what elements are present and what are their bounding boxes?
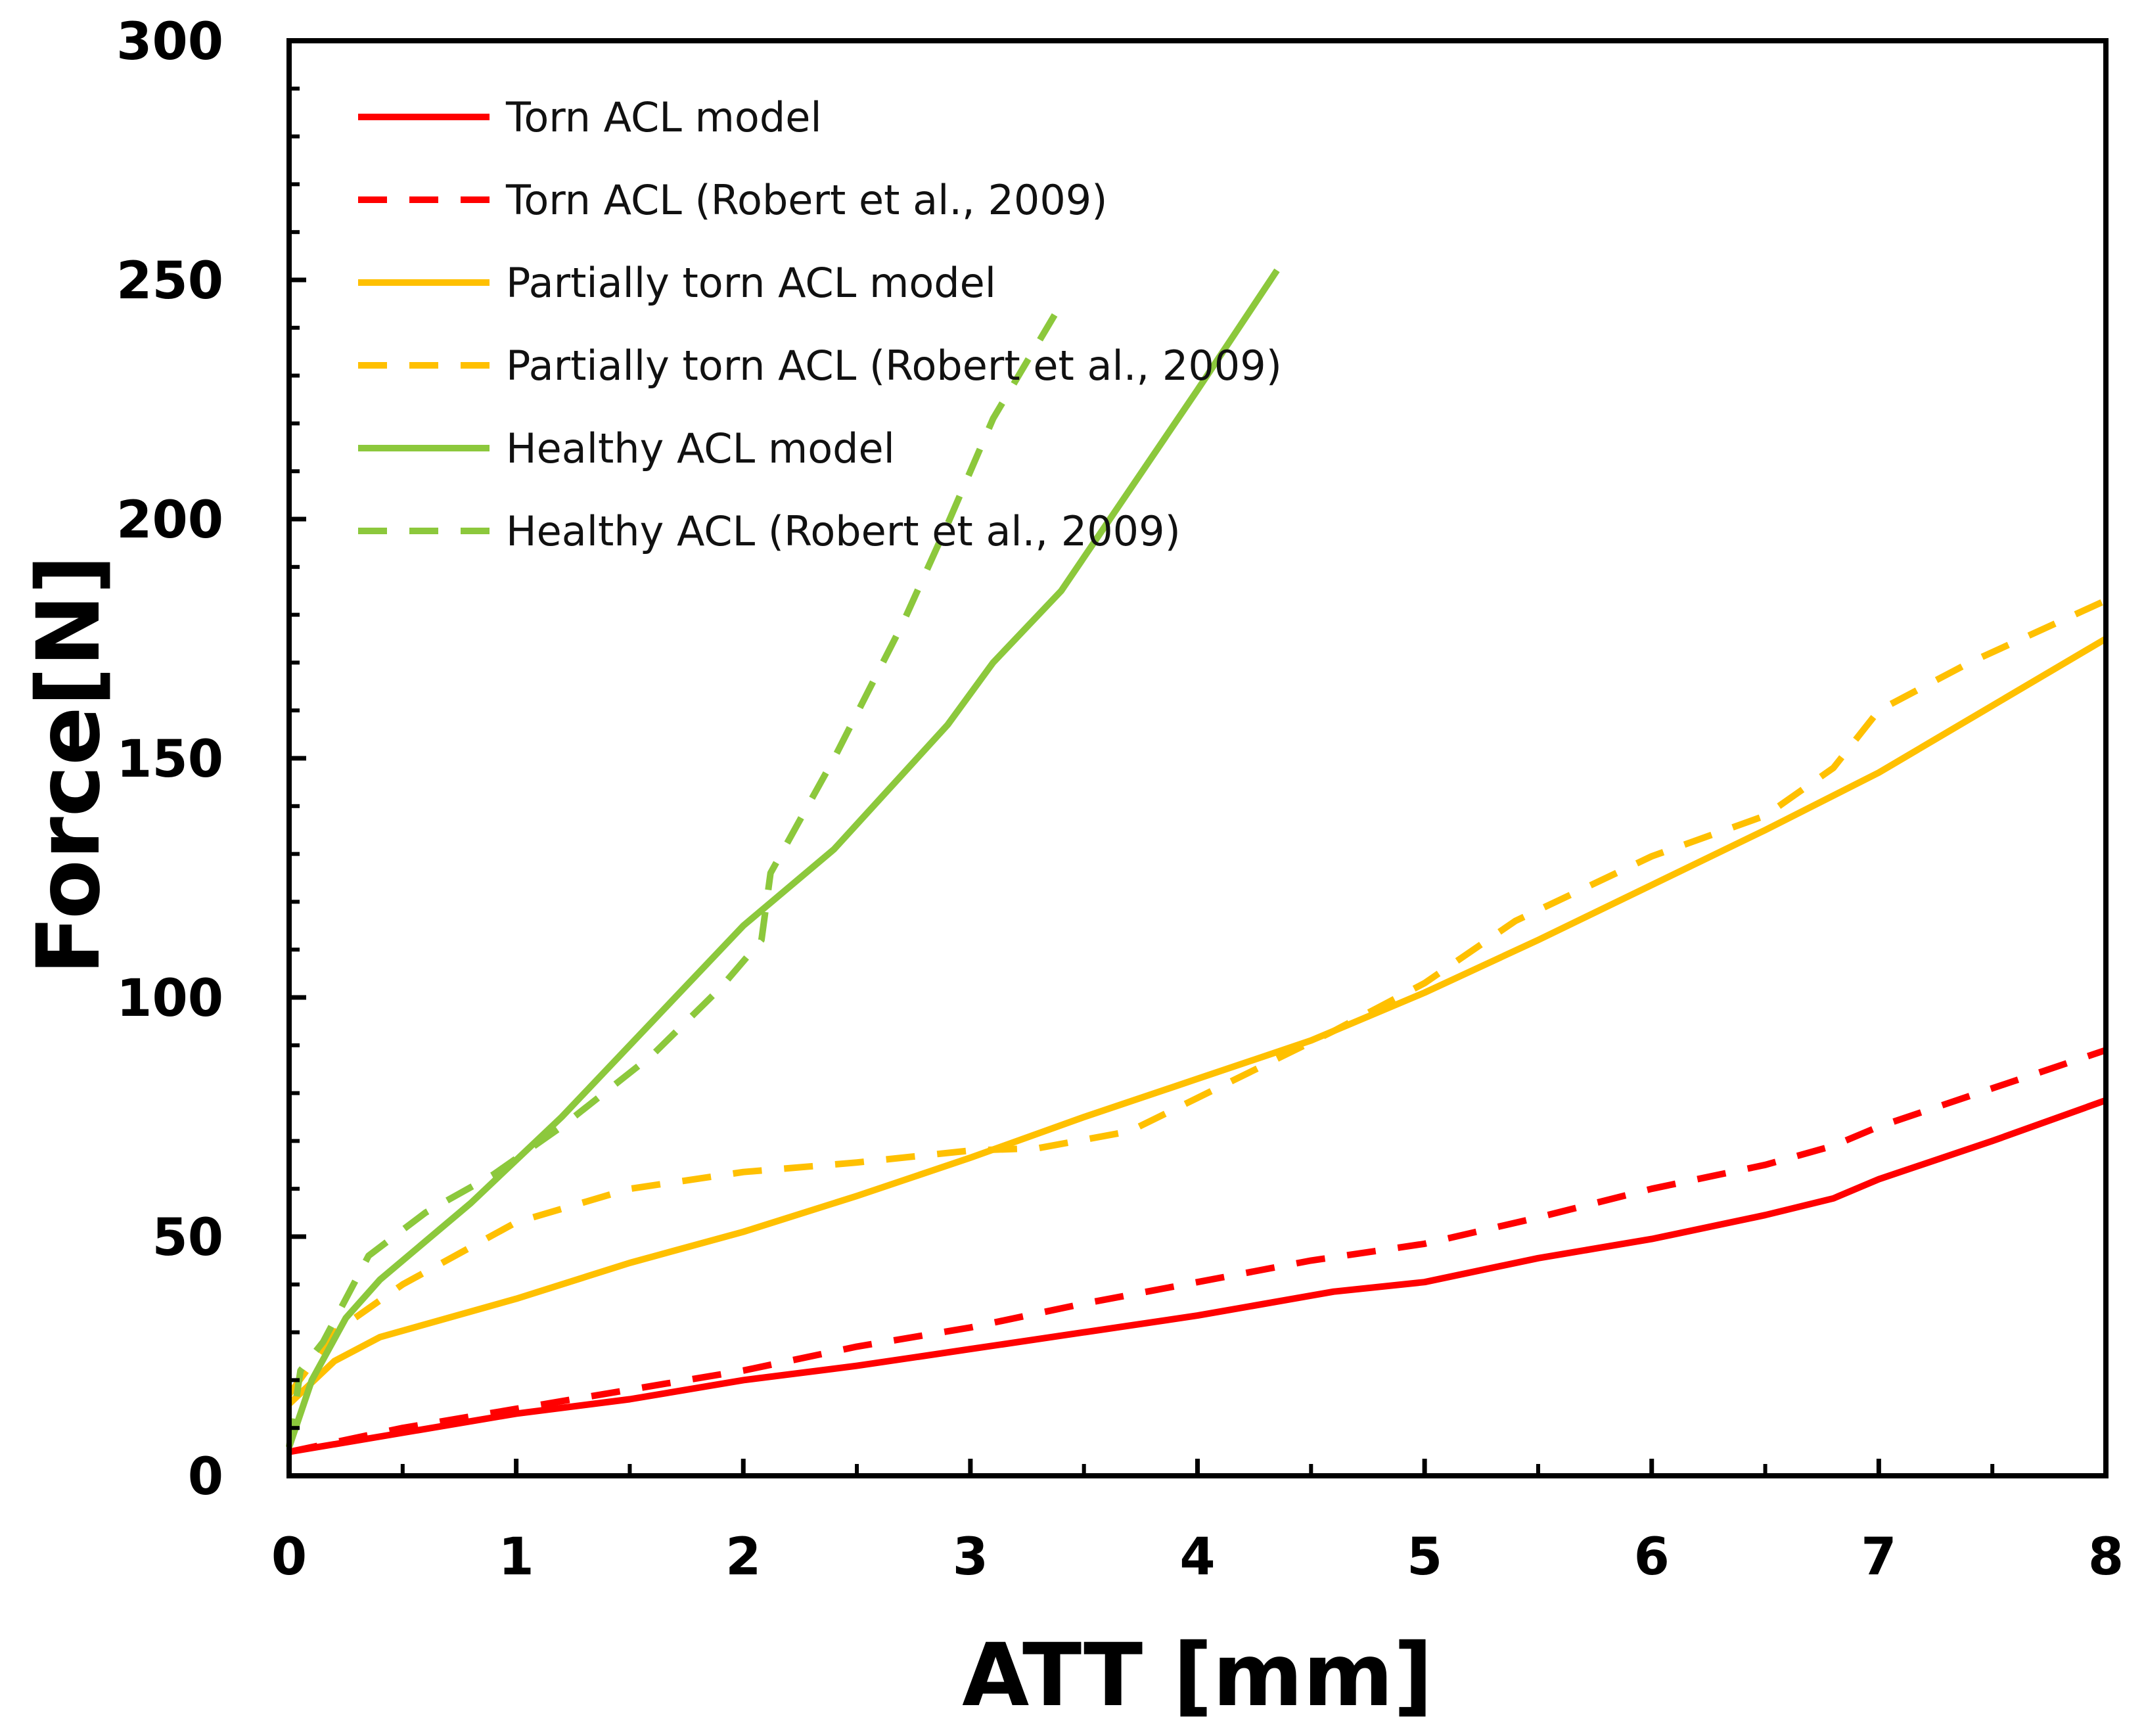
x-tick-label: 6	[1634, 1528, 1670, 1587]
series-line-6	[286, 302, 1064, 1448]
legend-label-4: Partially torn ACL (Robert et al., 2009)	[506, 342, 1282, 390]
y-axis-title: Force[N]	[18, 555, 120, 975]
x-tick-label: 1	[498, 1528, 534, 1587]
x-tick-label: 4	[1179, 1528, 1215, 1587]
x-tick-label: 8	[2088, 1528, 2124, 1587]
x-axis-title: ATT [mm]	[962, 1625, 1433, 1726]
legend-label-1: Torn ACL model	[505, 93, 822, 141]
y-tick-label: 250	[116, 252, 223, 311]
series-line-1	[288, 1097, 2107, 1455]
x-tick-label: 0	[271, 1528, 307, 1587]
legend-label-6: Healthy ACL (Robert et al., 2009)	[506, 507, 1181, 555]
x-tick-label: 5	[1407, 1528, 1442, 1587]
legend-label-2: Torn ACL (Robert et al., 2009)	[505, 176, 1107, 224]
ticks-layer: 0 1 2 3 4 5 6 7 8 0 50 100 150 200 250 300	[116, 12, 2124, 1587]
legend: Torn ACL model Torn ACL (Robert et al., 2…	[358, 93, 1282, 555]
series-line-2	[288, 1047, 2107, 1455]
legend-label-5: Healthy ACL model	[506, 424, 895, 472]
series-line-5	[286, 268, 1280, 1448]
x-tick-label: 2	[725, 1528, 761, 1587]
legend-label-3: Partially torn ACL model	[506, 259, 996, 307]
y-tick-label: 300	[116, 12, 223, 72]
y-tick-label: 150	[116, 730, 223, 789]
y-tick-label: 100	[116, 969, 223, 1028]
x-tick-label: 3	[953, 1528, 988, 1587]
x-tick-label: 7	[1861, 1528, 1896, 1587]
series-line-3	[286, 635, 2108, 1407]
y-tick-label: 200	[116, 491, 223, 550]
series-line-4	[286, 597, 2108, 1397]
y-tick-label: 50	[152, 1208, 223, 1268]
y-tick-label: 0	[188, 1448, 223, 1507]
series-layer	[286, 268, 2108, 1455]
